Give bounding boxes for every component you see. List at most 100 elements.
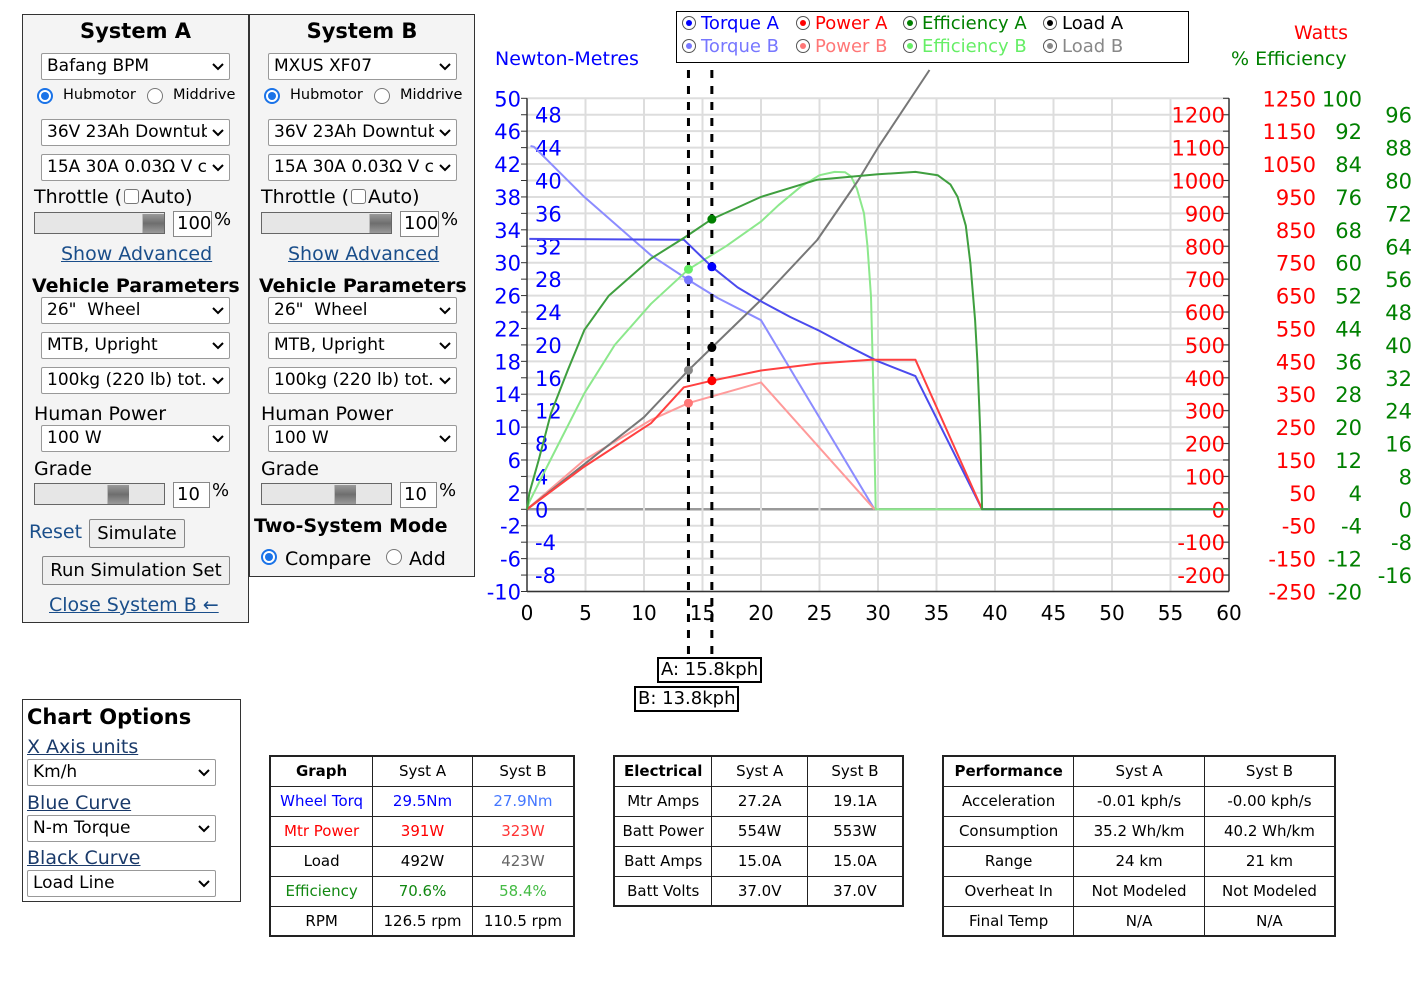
legend-efficiency-a[interactable]: Efficiency A — [903, 13, 1027, 34]
y-left-tick-label: 36 — [535, 202, 562, 226]
marker-torque-b — [683, 275, 693, 285]
marker-load-b — [683, 365, 693, 375]
middrive-label: Middrive — [400, 87, 463, 103]
throttle-auto-checkbox[interactable] — [124, 189, 139, 204]
y-right-watts-tick-label: 850 — [1276, 219, 1316, 243]
table-row: Load 492W 423W — [269, 845, 575, 877]
chevron-down-icon — [439, 164, 451, 172]
grade-input-b[interactable]: 10 — [400, 482, 437, 508]
y-left-axis-label: Newton-Metres — [495, 48, 639, 70]
percent-label: % — [439, 480, 457, 501]
y-right-efficiency-tick-label: -4 — [1341, 515, 1362, 539]
y-left-tick-label: 44 — [535, 137, 562, 161]
wheel-select-a[interactable]: 26" Wheel — [41, 297, 230, 324]
controller-select-a[interactable]: 15A 30A 0.03Ω V c — [41, 154, 230, 181]
table-row: Wheel Torq 29.5Nm 27.9Nm — [269, 785, 575, 817]
series-power-b-line — [526, 381, 876, 511]
legend-power-a[interactable]: Power A — [796, 13, 887, 34]
legend-torque-b[interactable]: Torque B — [682, 36, 779, 57]
blue-curve-select[interactable]: N-m Torque — [27, 815, 216, 842]
reset-link[interactable]: Reset — [29, 521, 83, 543]
slider-thumb[interactable] — [142, 214, 164, 233]
throttle-text: Throttle ( — [34, 186, 122, 208]
percent-label: % — [441, 209, 459, 230]
middrive-radio-a[interactable] — [147, 88, 163, 104]
y-left-tick-label: 28 — [535, 268, 562, 292]
y-right-watts-tick-label: 950 — [1276, 186, 1316, 210]
chevron-down-icon — [212, 63, 224, 71]
x-axis-units-select[interactable]: Km/h — [27, 759, 216, 786]
cell-value: 58.4% — [471, 875, 575, 907]
weight-value: 100kg (220 lb) tot. w — [47, 370, 207, 390]
human-power-select-a[interactable]: 100 W — [41, 425, 230, 452]
system-a-panel: System A Bafang BPM Hubmotor Middrive 36… — [22, 14, 249, 623]
slider-thumb[interactable] — [369, 214, 391, 233]
throttle-input-b[interactable]: 100 — [400, 211, 439, 237]
legend-power-b[interactable]: Power B — [796, 36, 888, 57]
grade-slider-a[interactable] — [34, 483, 165, 505]
grade-slider-b[interactable] — [261, 483, 392, 505]
wheel-select-b[interactable]: 26" Wheel — [268, 297, 457, 324]
marker-efficiency-b — [683, 264, 693, 274]
system-b-title: System B — [306, 19, 418, 43]
performance-chart[interactable]: 0 5 10 15 20 25 30 35 40 45 50 55 605048464442403836… — [0, 0, 1426, 720]
add-radio[interactable] — [386, 549, 402, 565]
legend-dot-icon — [1043, 16, 1057, 30]
y-right-watts-tick-label: 800 — [1185, 235, 1225, 259]
y-right-watts-tick-label: 1050 — [1263, 153, 1316, 177]
throttle-auto-checkbox[interactable] — [351, 189, 366, 204]
controller-select-b[interactable]: 15A 30A 0.03Ω V c — [268, 154, 457, 181]
bike-select-b[interactable]: MTB, Upright — [268, 332, 457, 359]
show-advanced-link-a[interactable]: Show Advanced — [61, 243, 213, 265]
cell-value: 110.5 rpm — [471, 905, 575, 937]
cell-value: -0.01 kph/s — [1073, 785, 1205, 817]
throttle-input-a[interactable]: 100 — [173, 211, 212, 237]
weight-select-a[interactable]: 100kg (220 lb) tot. w — [41, 367, 230, 394]
legend-torque-a[interactable]: Torque A — [682, 13, 779, 34]
battery-select-a[interactable]: 36V 23Ah Downtube — [41, 119, 230, 146]
column-header: Performance — [942, 755, 1075, 787]
cell-value: 323W — [471, 815, 575, 847]
table-row: Mtr Power 391W 323W — [269, 815, 575, 847]
slider-thumb[interactable] — [107, 485, 129, 504]
bike-select-a[interactable]: MTB, Upright — [41, 332, 230, 359]
run-simulation-set-button[interactable]: Run Simulation Set — [42, 556, 230, 585]
y-right-efficiency-tick-label: 44 — [1335, 317, 1362, 341]
middrive-radio-b[interactable] — [374, 88, 390, 104]
row-label: Acceleration — [942, 785, 1075, 817]
marker-torque-a — [707, 262, 717, 272]
human-power-select-b[interactable]: 100 W — [268, 425, 457, 452]
simulate-button[interactable]: Simulate — [89, 519, 185, 548]
battery-select-b[interactable]: 36V 23Ah Downtube — [268, 119, 457, 146]
compare-radio[interactable] — [261, 549, 277, 565]
y-right-efficiency-tick-label: 32 — [1385, 367, 1412, 391]
show-advanced-link-b[interactable]: Show Advanced — [288, 243, 440, 265]
y-right-watts-tick-label: 100 — [1185, 465, 1225, 489]
cell-value: 126.5 rpm — [372, 905, 473, 937]
legend-dot-icon — [796, 16, 810, 30]
weight-select-b[interactable]: 100kg (220 lb) tot. w — [268, 367, 457, 394]
marker-power-a — [707, 376, 717, 386]
vehicle-parameters-heading: Vehicle Parameters — [32, 275, 240, 297]
motor-select-a[interactable]: Bafang BPM — [41, 53, 230, 80]
grade-input-a[interactable]: 10 — [173, 482, 210, 508]
slider-thumb[interactable] — [334, 485, 356, 504]
throttle-slider-b[interactable] — [261, 212, 392, 234]
legend-load-a[interactable]: Load A — [1043, 13, 1123, 34]
row-label: Efficiency — [269, 875, 374, 907]
motor-select-b[interactable]: MXUS XF07 — [268, 53, 457, 80]
table-row: Mtr Amps 27.2A 19.1A — [613, 785, 904, 817]
legend-load-b[interactable]: Load B — [1043, 36, 1123, 57]
legend-efficiency-b[interactable]: Efficiency B — [903, 36, 1027, 57]
add-label: Add — [409, 548, 446, 570]
black-curve-select[interactable]: Load Line — [27, 870, 216, 897]
two-system-mode-heading: Two-System Mode — [254, 515, 448, 537]
hubmotor-radio-a[interactable] — [37, 88, 53, 104]
column-header: Syst B — [471, 755, 575, 787]
row-label: Batt Amps — [613, 845, 713, 877]
y-right-efficiency-tick-label: 100 — [1322, 87, 1362, 111]
close-system-b-link[interactable]: Close System B ← — [49, 594, 219, 616]
x-tick-label: 30 — [865, 601, 890, 625]
throttle-slider-a[interactable] — [34, 212, 165, 234]
hubmotor-radio-b[interactable] — [264, 88, 280, 104]
